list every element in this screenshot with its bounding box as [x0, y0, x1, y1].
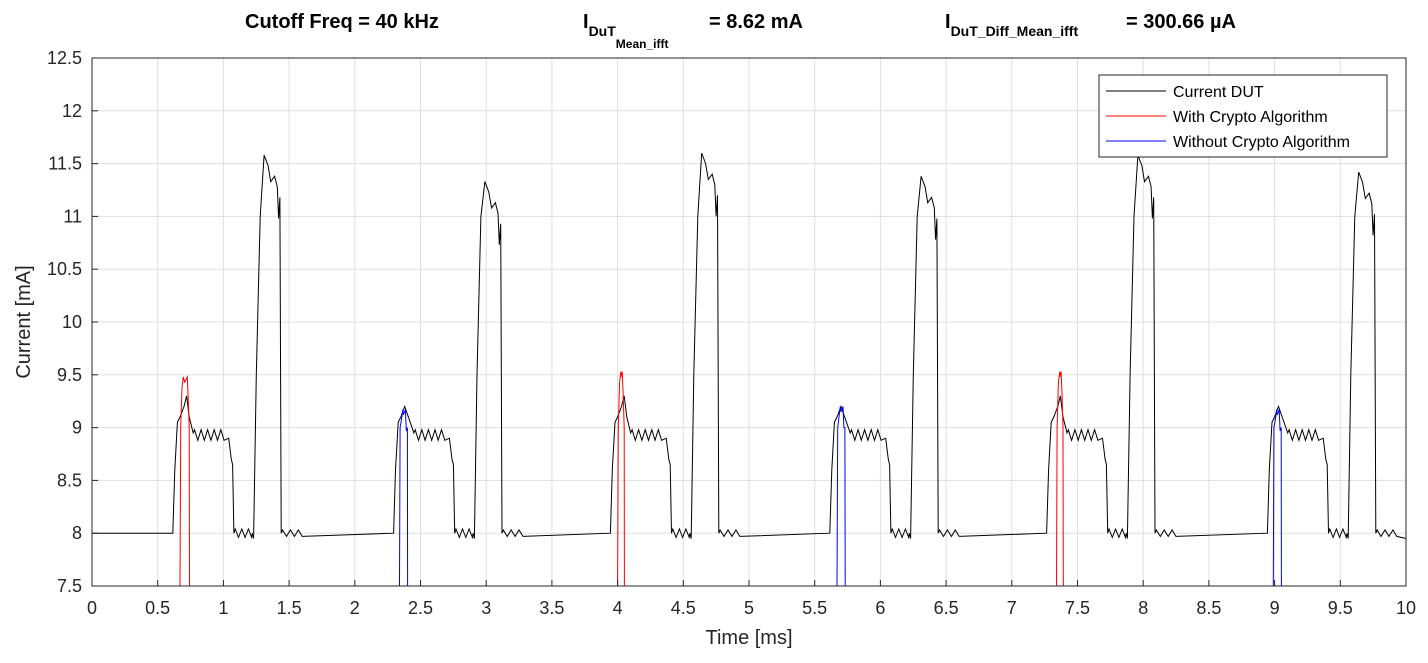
- mean-title-sub: DuT: [589, 23, 617, 39]
- y-axis-label: Current [mA]: [13, 265, 35, 378]
- x-tick-label: 8.5: [1196, 598, 1221, 618]
- x-tick-label: 6.5: [934, 598, 959, 618]
- x-tick-label: 1.5: [277, 598, 302, 618]
- series-without-crypto: [1272, 409, 1282, 587]
- y-tick-label: 12.5: [47, 48, 82, 68]
- y-tick-label: 10.5: [47, 259, 82, 279]
- x-tick-label: 7: [1007, 598, 1017, 618]
- x-tick-label: 2: [350, 598, 360, 618]
- x-tick-label: 3: [481, 598, 491, 618]
- x-tick-label: 8: [1138, 598, 1148, 618]
- x-tick-label: 0.5: [145, 598, 170, 618]
- x-tick-label: 9.5: [1328, 598, 1353, 618]
- y-tick-label: 8: [72, 523, 82, 543]
- legend-label-with-crypto: With Crypto Algorithm: [1173, 109, 1328, 126]
- x-axis-label: Time [ms]: [705, 627, 792, 649]
- x-tick-label: 5.5: [802, 598, 827, 618]
- legend-label-current: Current DUT: [1173, 84, 1264, 101]
- mean-value: = 8.62 mA: [709, 11, 803, 33]
- diff-title: IDuT_Diff_Mean_ifft: [945, 11, 1078, 39]
- y-tick-label: 8.5: [57, 470, 82, 490]
- x-tick-label: 5: [744, 598, 754, 618]
- y-tick-label: 11: [63, 206, 82, 226]
- legend: Current DUT With Crypto Algorithm Withou…: [1098, 74, 1388, 158]
- x-tick-label: 7.5: [1065, 598, 1090, 618]
- y-ticks: 7.5 8 8.5 9 9.5 10 10.5 11 11.5 12 12.5: [47, 48, 98, 596]
- x-tick-label: 1: [218, 598, 228, 618]
- x-tick-label: 6: [875, 598, 885, 618]
- x-tick-label: 10: [1396, 598, 1416, 618]
- traces: [92, 152, 1407, 587]
- mean-title: IDuTMean_ifft: [583, 11, 668, 51]
- x-tick-label: 0: [87, 598, 97, 618]
- diff-value: = 300.66 µA: [1126, 11, 1236, 33]
- series-current-dut: [92, 152, 1407, 540]
- series-with-crypto: [179, 374, 190, 587]
- mean-title-main: I: [583, 11, 589, 33]
- x-tick-label: 3.5: [539, 598, 564, 618]
- mean-title-subsub: Mean_ifft: [616, 37, 669, 51]
- legend-label-without-crypto: Without Crypto Algorithm: [1173, 134, 1350, 151]
- series-without-crypto: [836, 406, 846, 587]
- x-tick-label: 9: [1270, 598, 1280, 618]
- diff-title-sub: DuT_Diff_Mean_ifft: [951, 23, 1079, 39]
- cutoff-title: Cutoff Freq = 40 kHz: [245, 11, 439, 33]
- y-tick-label: 12: [62, 101, 82, 121]
- x-tick-label: 4: [613, 598, 623, 618]
- y-tick-label: 9.5: [57, 365, 82, 385]
- y-tick-label: 7.5: [57, 576, 82, 596]
- series-with-crypto: [1056, 371, 1064, 587]
- diff-title-main: I: [945, 11, 951, 33]
- x-tick-label: 4.5: [671, 598, 696, 618]
- series-without-crypto: [399, 409, 409, 587]
- x-tick-label: 2.5: [408, 598, 433, 618]
- x-ticks: 0 0.5 1 1.5 2 2.5 3 3.5 4 4.5 5 5.5 6 6.5 7 7.5 8 8.5 9 9.5…: [87, 580, 1416, 618]
- y-tick-label: 11.5: [48, 154, 82, 174]
- y-tick-label: 10: [62, 312, 82, 332]
- series-with-crypto: [617, 371, 625, 587]
- y-tick-label: 9: [72, 418, 82, 438]
